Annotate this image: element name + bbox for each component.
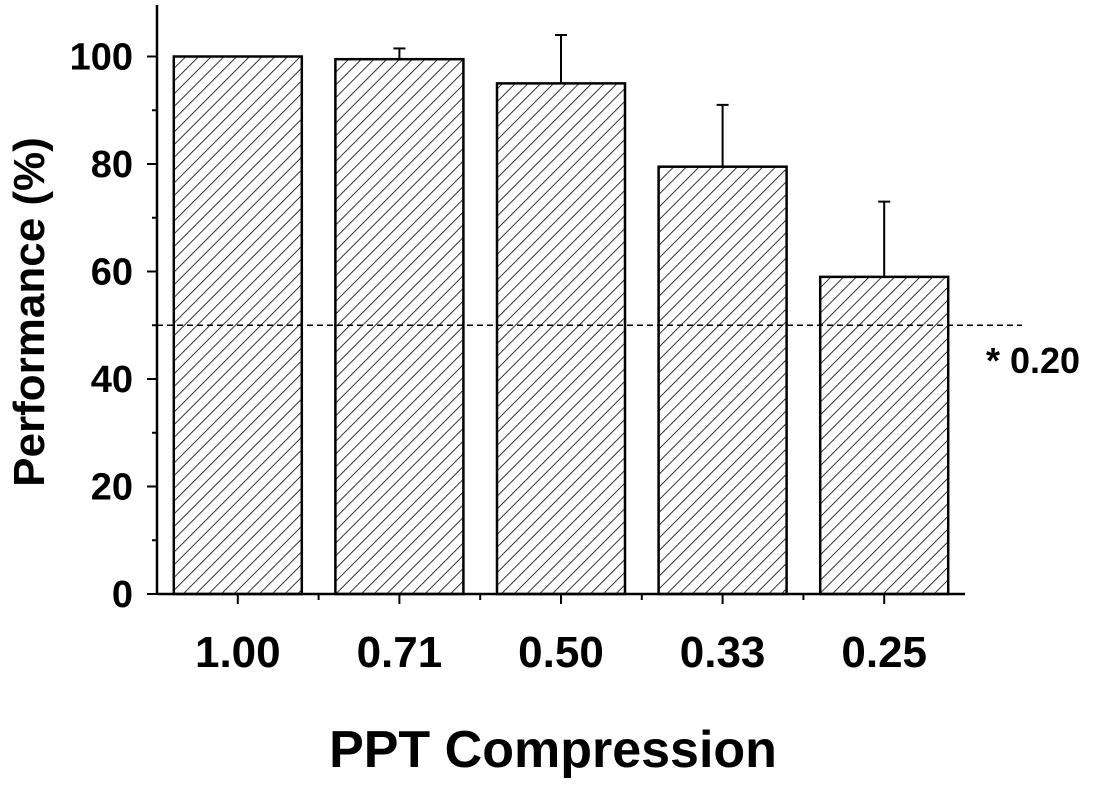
bar [818, 275, 950, 596]
y-tick-label: 40 [91, 359, 133, 401]
x-tick-label: 0.50 [518, 628, 604, 677]
y-axis-title: Performance (%) [5, 137, 54, 487]
bar [334, 57, 465, 596]
reference-line-label: * 0.20 [986, 340, 1080, 381]
bar [657, 165, 788, 596]
x-tick-label: 0.33 [680, 628, 766, 677]
x-tick-label: 1.00 [195, 628, 281, 677]
y-tick-label: 100 [70, 37, 133, 79]
x-axis-title: PPT Compression [329, 721, 777, 779]
x-tick-label: 0.71 [357, 628, 443, 677]
y-tick-label: 20 [91, 467, 133, 509]
y-tick-label: 60 [91, 252, 133, 294]
x-tick-label: 0.25 [841, 628, 927, 677]
y-tick-label: 80 [91, 144, 133, 186]
axes-layer: 1.00 0.71 0.50 0.33 0.25 0 20 40 60 80 100 [70, 5, 965, 677]
error-bars-layer [393, 34, 891, 277]
bar [495, 82, 627, 596]
y-tick-label: 0 [112, 574, 133, 616]
